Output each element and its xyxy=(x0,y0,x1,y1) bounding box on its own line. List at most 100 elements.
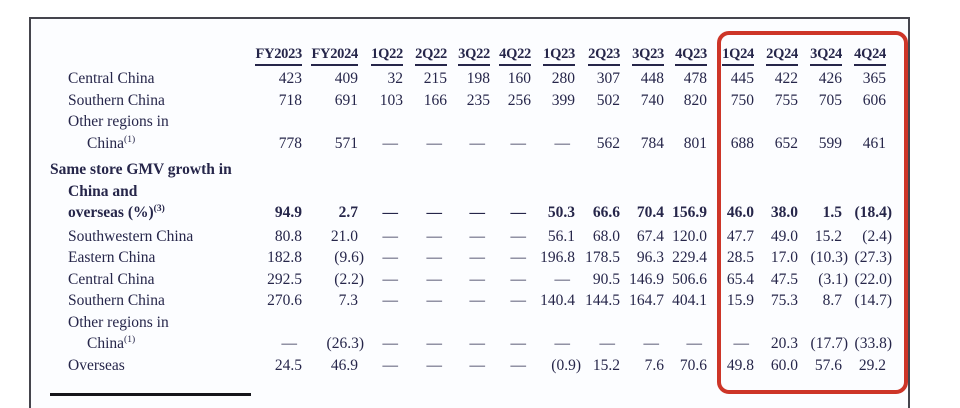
cell-FY2023: 94.9 xyxy=(274,204,302,221)
cell-1Q23: (0.9) xyxy=(551,356,581,374)
cell-2Q23: 562 xyxy=(596,134,620,152)
cell-1Q23: 280 xyxy=(551,70,575,87)
column-header-4Q23: 4Q23 xyxy=(664,43,707,68)
cell-1Q22: — xyxy=(382,204,399,221)
cell-1Q24: 750 xyxy=(730,91,754,109)
cell-3Q22: — xyxy=(469,249,486,266)
column-header-FY2023: FY2023 xyxy=(244,43,302,68)
row-label: Central China xyxy=(68,70,155,87)
cell-FY2023: 182.8 xyxy=(267,249,302,266)
cell-2Q22: — xyxy=(426,227,443,245)
cell-4Q24: (33.8) xyxy=(854,335,892,352)
cell-1Q24: 47.7 xyxy=(726,227,754,245)
cell-4Q23: 801 xyxy=(683,134,707,152)
cell-2Q23: — xyxy=(599,335,616,352)
cell-2Q23: 307 xyxy=(596,70,620,87)
cell-2Q22: — xyxy=(426,134,443,152)
cell-2Q24: 422 xyxy=(774,70,798,87)
row-label: Eastern China xyxy=(68,249,156,266)
cell-4Q23: 156.9 xyxy=(672,204,707,221)
cell-FY2024: 409 xyxy=(334,70,358,87)
cell-2Q24: 755 xyxy=(774,91,798,109)
cell-3Q24: (17.7) xyxy=(810,335,848,352)
cell-4Q24: (27.3) xyxy=(854,249,892,266)
cell-1Q24: — xyxy=(733,335,750,352)
cell-2Q24: 60.0 xyxy=(770,356,798,374)
cell-2Q22: 215 xyxy=(423,70,447,87)
cell-FY2023: 292.5 xyxy=(267,270,302,288)
cell-3Q24: (3.1) xyxy=(818,270,848,288)
cell-1Q24: 49.8 xyxy=(726,356,754,374)
cell-4Q24: 365 xyxy=(862,70,886,87)
cell-4Q24: (18.4) xyxy=(854,204,892,221)
cell-3Q22: — xyxy=(469,204,486,221)
column-header-3Q23: 3Q23 xyxy=(620,43,664,68)
cell-2Q23: 66.6 xyxy=(592,204,620,221)
cell-2Q24: 49.0 xyxy=(770,227,798,245)
cell-2Q23: 178.5 xyxy=(585,249,620,266)
table-row: Same store GMV growth in China and oversea… xyxy=(31,154,892,226)
column-header-2Q23: 2Q23 xyxy=(575,43,620,68)
cell-FY2024: 21.0 xyxy=(330,227,358,245)
cell-1Q24: 65.4 xyxy=(726,270,754,288)
cell-3Q23: 740 xyxy=(640,91,664,109)
cell-3Q22: 235 xyxy=(466,91,490,109)
cell-4Q23: 120.0 xyxy=(672,227,707,245)
cell-3Q22: — xyxy=(469,335,486,352)
cell-1Q24: 688 xyxy=(730,134,754,152)
cell-FY2023: 718 xyxy=(278,91,302,109)
cell-2Q24: 38.0 xyxy=(770,204,798,221)
cell-3Q23: 146.9 xyxy=(629,270,664,288)
cell-3Q22: — xyxy=(469,134,486,152)
cell-FY2024: 46.9 xyxy=(330,356,358,374)
table-row: Other regions in China(1) 778 571 — — — — — 562 78… xyxy=(31,111,886,154)
cell-3Q23: 784 xyxy=(640,134,664,152)
cell-1Q24: 28.5 xyxy=(726,249,754,266)
cell-1Q22: 32 xyxy=(387,70,404,87)
cell-1Q23: 140.4 xyxy=(540,292,575,309)
cell-FY2024: 691 xyxy=(334,91,358,109)
table-row: Central China 292.5 (2.2) — — — — — 90.5 146.9 506… xyxy=(31,269,892,291)
cell-1Q22: — xyxy=(382,356,399,374)
financial-table: FY2023 FY2024 1Q22 2Q22 3Q22 4Q22 1Q23 2Q23 3Q23… xyxy=(31,43,892,377)
cell-4Q22: — xyxy=(510,227,527,245)
cell-4Q24: (2.4) xyxy=(862,227,892,245)
cell-3Q23: 7.6 xyxy=(644,356,664,374)
column-header-2Q22: 2Q22 xyxy=(403,43,447,68)
cell-3Q23: 96.3 xyxy=(636,249,664,266)
cell-FY2024: 2.7 xyxy=(338,204,358,221)
cell-FY2023: 778 xyxy=(278,134,302,152)
cell-4Q23: 229.4 xyxy=(672,249,707,266)
table-row: Central China 423 409 32 215 198 160 280 307 448 4… xyxy=(31,68,886,90)
cell-4Q22: — xyxy=(510,270,527,288)
cell-1Q23: — xyxy=(554,335,571,352)
cell-4Q22: — xyxy=(510,292,527,309)
cell-1Q23: 50.3 xyxy=(547,204,575,221)
cell-4Q24: (14.7) xyxy=(854,292,892,309)
cell-3Q24: 705 xyxy=(818,91,842,109)
cell-4Q23: 478 xyxy=(683,70,707,87)
cell-4Q24: 606 xyxy=(862,91,886,109)
cell-4Q22: — xyxy=(510,134,527,152)
table-row: Overseas 24.5 46.9 — — — — (0.9) 15.2 7.6 70.6 49.8… xyxy=(31,355,886,377)
cell-3Q23: — xyxy=(643,335,660,352)
header-spacer xyxy=(31,43,244,68)
cell-2Q22: — xyxy=(426,292,443,309)
cell-2Q24: 47.5 xyxy=(770,270,798,288)
cell-1Q22: — xyxy=(382,292,399,309)
cell-2Q22: — xyxy=(426,335,443,352)
cell-1Q23: 56.1 xyxy=(547,227,575,245)
cell-FY2023: 423 xyxy=(278,70,302,87)
cell-2Q23: 68.0 xyxy=(592,227,620,245)
cell-2Q23: 144.5 xyxy=(585,292,620,309)
column-header-1Q24: 1Q24 xyxy=(707,43,754,68)
cell-3Q24: (10.3) xyxy=(810,249,848,266)
row-label: Overseas xyxy=(68,356,125,374)
cell-2Q22: — xyxy=(426,249,443,266)
cell-FY2024: (9.6) xyxy=(334,249,364,266)
cell-3Q24: 426 xyxy=(818,70,842,87)
cell-4Q22: — xyxy=(510,335,527,352)
footnote-rule xyxy=(50,393,251,396)
cell-2Q24: 17.0 xyxy=(770,249,798,266)
cell-2Q22: 166 xyxy=(423,91,447,109)
